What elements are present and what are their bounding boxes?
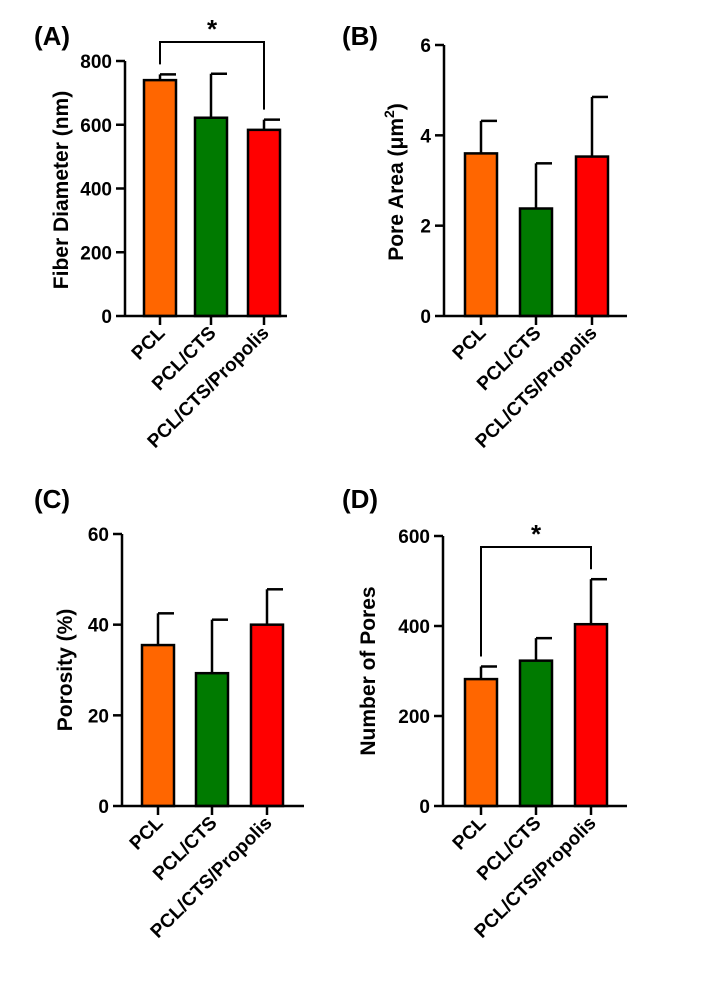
panel-a-bar-0 [142,78,178,318]
panel-d-significance-bracket-0 [480,546,592,657]
panel-b: (B)Pore Area (μm2)0246PCLPCL/CTSPCL/CTS/… [342,21,627,452]
panel-b-y-axis-label-main: Pore Area (μm [385,118,408,261]
panel-a-significance-bracket-0 [159,41,265,110]
panel-d-y-tick-label-3: 600 [398,527,430,548]
panel-a-y-tick-label-3: 600 [80,116,112,137]
panel-d-label: (D) [342,484,378,514]
panel-c-bar-1 [194,671,230,808]
panel-a-y-axis-label: Fiber Diameter (nm) [50,91,73,289]
panel-b-bar-2 [574,155,610,318]
panel-c-y-axis-label-main: Porosity (%) [54,609,77,732]
panel-c-label: (C) [34,484,70,514]
panel-d-y-tick-label-0: 0 [419,797,430,818]
panel-b-y-axis-label-suffix: ) [385,103,408,110]
panel-b-bar-1 [518,207,554,318]
panel-b-y-tick-label-2: 4 [420,126,431,147]
panel-a-y-axis-label-main: Fiber Diameter (nm) [50,91,73,289]
panel-a-category-label-0: PCL [128,322,170,364]
panel-d-y-axis-label: Number of Pores [357,586,380,755]
panel-c-category-label-0: PCL [126,812,168,854]
panel-c-bar-0 [140,643,176,808]
panel-d-y-tick-label-2: 400 [398,617,430,638]
panel-b-y-tick-label-0: 0 [420,307,431,328]
panel-a-significance-marker-0: * [207,14,218,44]
panel-c: (C)Porosity (%)0204060PCLPCL/CTSPCL/CTS/… [34,484,304,942]
panel-b-bar-0 [463,152,499,318]
panel-b-y-axis-label: Pore Area (μm2) [381,103,408,261]
panel-b-label: (B) [342,21,378,51]
panel-d-category-label-0: PCL [449,812,491,854]
panel-a-bar-2 [246,128,282,318]
panel-a-y-tick-label-2: 400 [80,180,112,201]
panel-d-bar-1 [518,659,554,808]
panel-d: (D)Number of Pores0200400600PCLPCL/CTSPC… [342,484,627,942]
panel-a-label: (A) [34,21,70,51]
panel-b-y-tick-label-1: 2 [420,217,431,238]
panel-a-y-tick-label-1: 200 [80,243,112,264]
panel-c-y-tick-label-2: 40 [88,616,109,637]
panel-c-y-tick-label-1: 20 [88,706,109,727]
panel-a-bar-1 [193,116,229,318]
panel-a: (A)Fiber Diameter (nm)0200400600800PCLPC… [34,14,287,452]
panel-b-y-tick-label-3: 6 [420,36,431,57]
panel-c-y-axis-label: Porosity (%) [54,609,77,732]
panel-d-significance-marker-0: * [531,519,542,549]
panel-c-bar-2 [249,623,285,808]
panel-d-bar-2 [573,622,609,808]
panel-b-category-label-0: PCL [449,322,491,364]
panel-d-y-tick-label-1: 200 [398,707,430,728]
panel-a-y-tick-label-4: 800 [80,52,112,73]
panel-c-y-tick-label-3: 60 [88,525,109,546]
panel-b-y-axis-label-superscript: 2 [381,110,397,118]
panel-d-y-axis-label-main: Number of Pores [357,586,380,755]
panel-d-bar-0 [463,677,499,808]
panel-c-y-tick-label-0: 0 [98,797,109,818]
panel-a-y-tick-label-0: 0 [101,307,112,328]
